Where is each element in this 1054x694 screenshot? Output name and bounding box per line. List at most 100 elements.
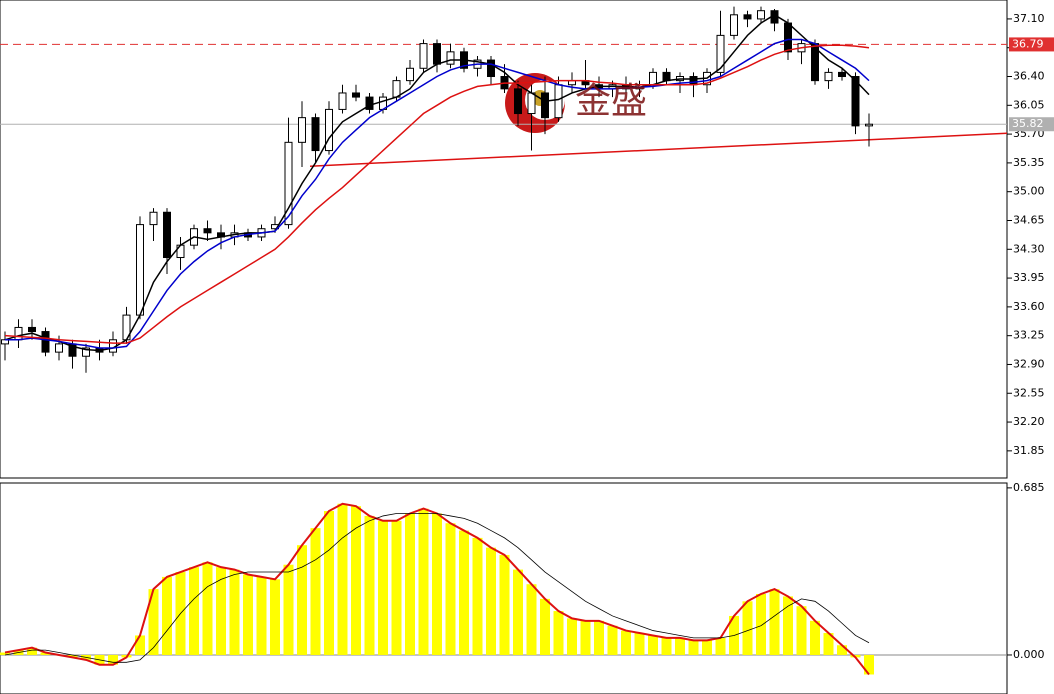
- histogram-bar: [135, 635, 145, 655]
- histogram-bar: [621, 630, 631, 655]
- candle-body: [352, 92, 360, 98]
- y-tick-label: 0.000: [1013, 648, 1045, 661]
- histogram-bar: [783, 596, 793, 655]
- histogram-bar: [40, 652, 51, 655]
- candle-body: [433, 43, 441, 65]
- y-tick-label: 33.95: [1013, 271, 1045, 284]
- histogram-bar: [567, 618, 577, 655]
- histogram-bar: [702, 640, 712, 655]
- histogram-bar: [418, 508, 429, 655]
- histogram-bar: [688, 640, 699, 655]
- histogram-bar: [756, 593, 766, 655]
- histogram-bar: [526, 584, 537, 655]
- candle-body: [55, 343, 63, 353]
- y-tick-label: 33.60: [1013, 300, 1045, 313]
- candle-body: [662, 71, 671, 82]
- histogram-bar: [499, 554, 510, 655]
- level-label: 36.79: [1012, 37, 1044, 50]
- histogram-bar: [486, 547, 496, 655]
- histogram-bar: [594, 620, 604, 655]
- candle-body: [28, 326, 36, 333]
- histogram-bar: [216, 567, 226, 655]
- histogram-bar: [675, 637, 685, 655]
- y-tick-label: 37.10: [1013, 12, 1045, 25]
- candle-body: [338, 92, 347, 110]
- candle-body: [446, 51, 455, 65]
- histogram-bar: [0, 652, 10, 655]
- level-label: 35.82: [1012, 117, 1044, 130]
- histogram-bar: [27, 647, 37, 655]
- histogram-bar: [432, 513, 442, 655]
- histogram-bar: [391, 520, 402, 655]
- histogram-bar: [810, 620, 820, 655]
- candle-body: [851, 76, 860, 127]
- moving-average: [4, 13, 870, 352]
- candle-body: [14, 326, 23, 341]
- histogram-bar: [283, 564, 294, 655]
- candle-body: [743, 14, 752, 20]
- candle-body: [82, 347, 90, 357]
- watermark: 金盛: [575, 81, 647, 122]
- candle-body: [203, 228, 212, 234]
- histogram-bar: [148, 589, 159, 655]
- candle-body: [838, 71, 846, 78]
- candle-body: [311, 117, 320, 152]
- y-tick-label: 31.85: [1013, 444, 1045, 457]
- candle-body: [41, 331, 50, 353]
- y-tick-label: 35.35: [1013, 156, 1045, 169]
- candle-body: [689, 76, 698, 86]
- histogram-bar: [607, 625, 618, 655]
- y-tick-label: 35.00: [1013, 185, 1045, 198]
- moving-average: [5, 38, 870, 349]
- y-tick-label: 32.90: [1013, 357, 1045, 370]
- histogram-bar: [337, 503, 348, 655]
- histogram-bar: [243, 574, 253, 655]
- histogram-bar: [310, 528, 321, 655]
- y-tick-label: 36.40: [1013, 70, 1045, 83]
- histogram-bar: [580, 620, 591, 655]
- histogram-bar: [823, 633, 834, 655]
- histogram-bar: [796, 606, 807, 655]
- y-tick-label: 0.685: [1013, 481, 1045, 494]
- histogram-bar: [715, 637, 726, 655]
- y-tick-label: 32.55: [1013, 386, 1045, 399]
- level-tag: [1009, 117, 1054, 132]
- y-tick-label: 36.05: [1013, 98, 1045, 111]
- candle-body: [514, 88, 522, 115]
- candle-body: [325, 108, 333, 152]
- histogram-bar: [540, 598, 550, 655]
- histogram-bar: [108, 654, 118, 665]
- candle-body: [757, 10, 765, 20]
- histogram-bar: [351, 506, 361, 655]
- histogram-bar: [324, 511, 334, 655]
- candle-body: [406, 67, 414, 82]
- candle-body: [541, 92, 549, 119]
- histogram-bar: [769, 589, 780, 655]
- candle-body: [392, 80, 401, 98]
- histogram-bar: [270, 579, 280, 655]
- histogram-bar: [864, 654, 874, 675]
- y-tick-label: 34.30: [1013, 242, 1045, 255]
- signal-line: [4, 513, 870, 663]
- histogram-bar: [67, 654, 78, 658]
- candle-body: [824, 71, 833, 82]
- histogram-bar: [162, 576, 172, 655]
- histogram-bar: [513, 569, 523, 655]
- histogram-bar: [297, 545, 307, 655]
- histogram-bar: [472, 537, 483, 655]
- candle-body: [365, 96, 374, 110]
- candle-body: [716, 34, 725, 73]
- histogram-bar: [202, 562, 213, 655]
- histogram-bar: [553, 611, 564, 655]
- histogram-bar: [837, 645, 847, 655]
- candle-body: [527, 92, 536, 115]
- histogram-bar: [229, 569, 240, 655]
- histogram-bar: [378, 520, 388, 655]
- histogram-bar: [405, 513, 415, 655]
- histogram-bar: [189, 567, 199, 655]
- histogram-bar: [661, 637, 672, 655]
- histogram-bar: [256, 576, 267, 655]
- y-tick-label: 32.20: [1013, 415, 1045, 428]
- candle-body: [554, 84, 563, 119]
